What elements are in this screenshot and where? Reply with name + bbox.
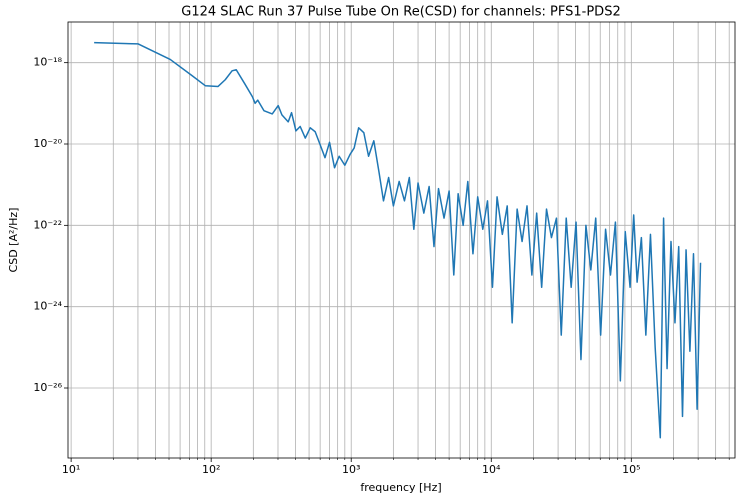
x-tick-label: 10⁴ [482, 463, 501, 476]
data-line [94, 41, 702, 439]
y-tick-label: 10⁻²⁶ [33, 381, 62, 394]
chart-title: G124 SLAC Run 37 Pulse Tube On Re(CSD) f… [181, 5, 620, 20]
x-tick-label: 10⁵ [622, 463, 640, 476]
y-tick-label: 10⁻²⁴ [33, 300, 62, 313]
x-axis-label: frequency [Hz] [360, 481, 441, 494]
y-tick-label: 10⁻¹⁸ [33, 56, 62, 69]
y-axis-label: CSD [A²/Hz] [7, 208, 20, 273]
x-tick-label: 10² [202, 463, 220, 476]
x-tick-label: 10³ [342, 463, 360, 476]
plot-frame [67, 21, 736, 459]
x-tick-label: 10¹ [62, 463, 80, 476]
y-tick-label: 10⁻²² [33, 218, 62, 231]
y-tick-label: 10⁻²⁰ [33, 137, 62, 150]
